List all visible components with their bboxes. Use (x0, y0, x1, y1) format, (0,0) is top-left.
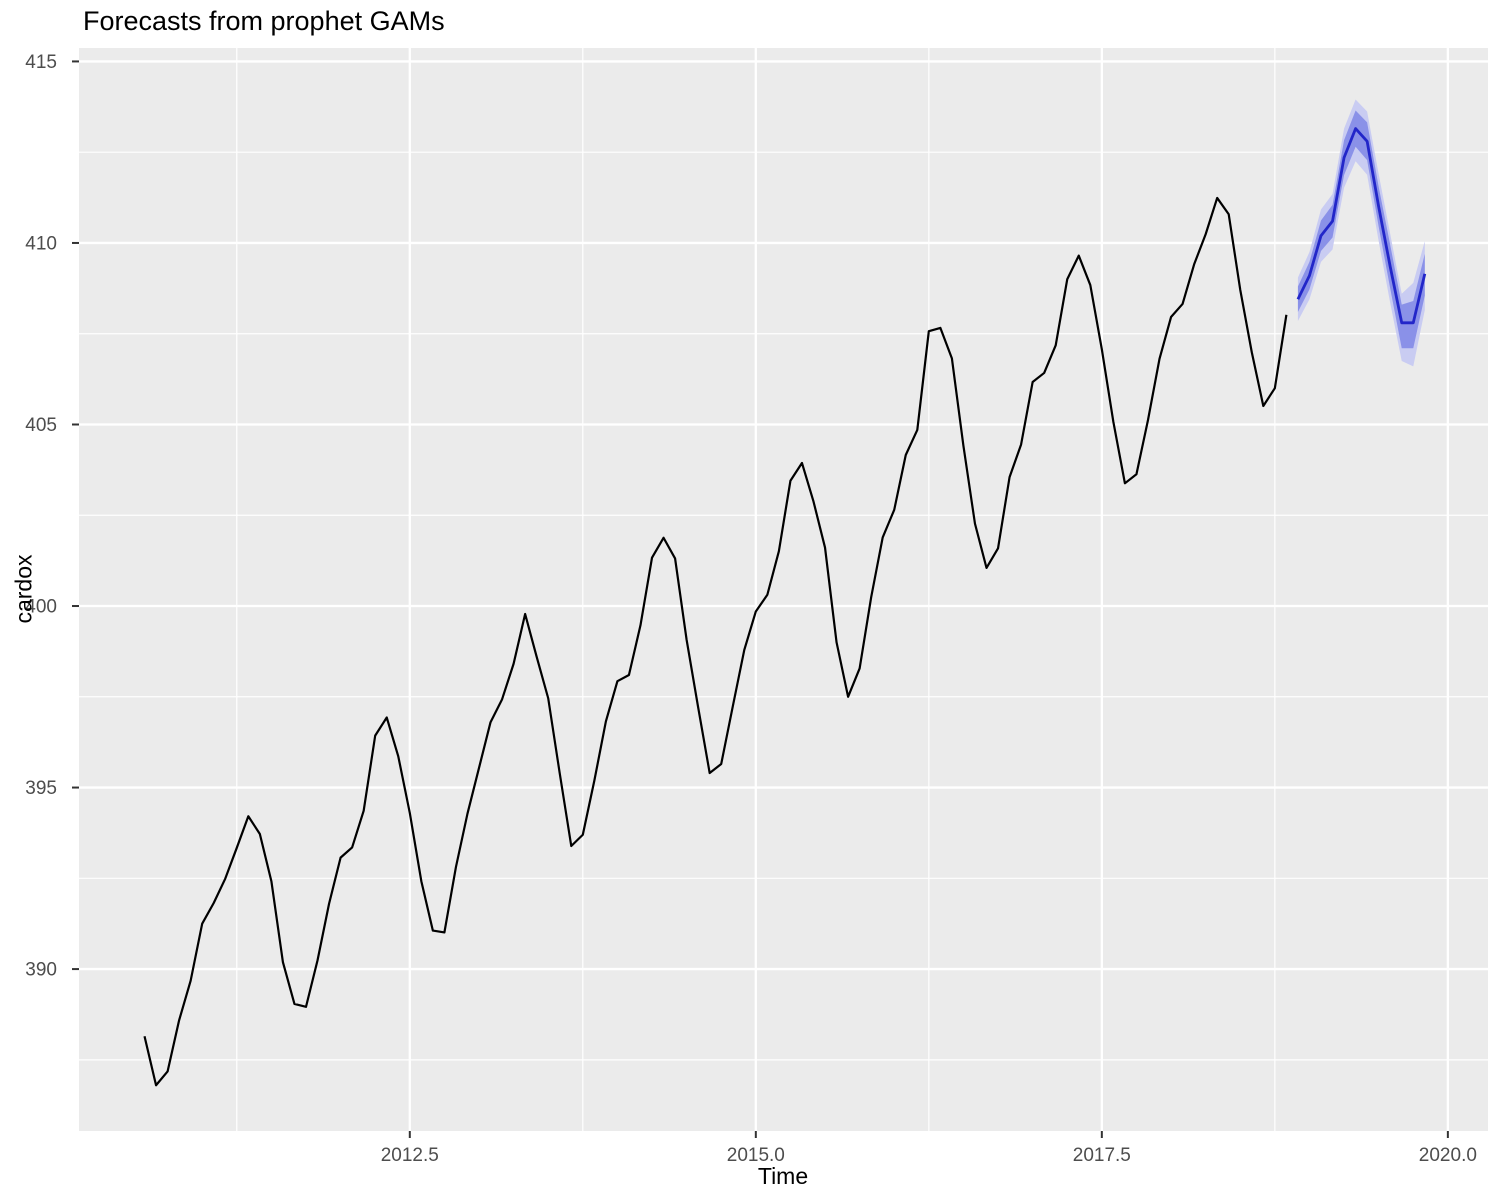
y-tick-label: 405 (25, 415, 57, 436)
x-tick-label: 2017.5 (1073, 1145, 1131, 1166)
x-tick-label: 2015.0 (727, 1145, 785, 1166)
plot-title: Forecasts from prophet GAMs (83, 6, 445, 36)
x-tick-label: 2020.0 (1419, 1145, 1477, 1166)
y-tick-label: 390 (25, 960, 57, 981)
y-tick-label: 400 (25, 597, 57, 618)
forecast-mean-line (1296, 127, 1427, 325)
y-tick-label: 415 (25, 52, 57, 73)
x-axis-title: Time (757, 1163, 809, 1189)
y-tick-label: 410 (25, 233, 57, 254)
x-tick-label: 2012.5 (381, 1145, 439, 1166)
observed-line (143, 196, 1288, 1087)
panel-background (79, 48, 1488, 1131)
y-axis-title: cardox (10, 554, 37, 624)
confidence-band-80 (1297, 110, 1425, 349)
y-tick-label: 395 (25, 778, 57, 799)
